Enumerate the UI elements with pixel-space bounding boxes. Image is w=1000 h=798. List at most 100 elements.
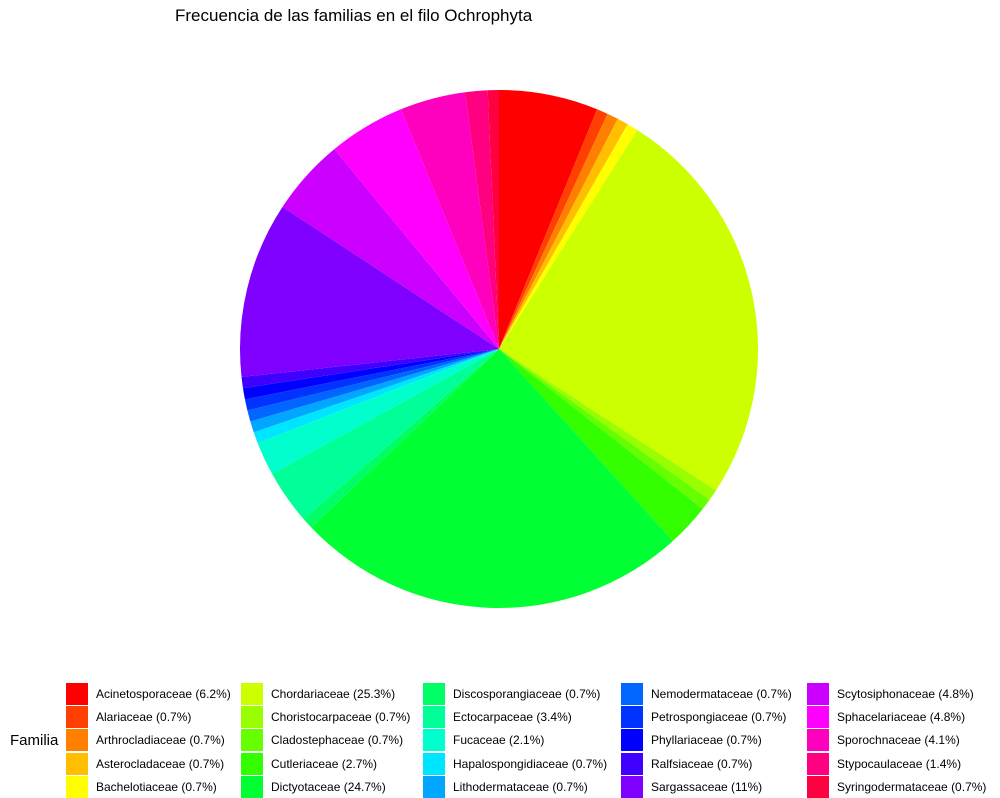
legend-item: Discosporangiaceae (0.7%): [423, 683, 600, 705]
legend-item: Cutleriaceae (2.7%): [241, 752, 378, 775]
legend-key: [807, 775, 829, 798]
legend-label: Chordariaceae (25.3%): [271, 687, 396, 701]
pie-slice-1: [499, 90, 598, 349]
legend-key: [66, 729, 88, 752]
legend-label: Petrospongiaceae (0.7%): [651, 710, 787, 725]
legend-label: Ectocarpaceae (3.4%): [453, 710, 572, 725]
legend-label: Fucaceae (2.1%): [453, 733, 545, 748]
legend-item: Alariaceae (0.7%): [66, 706, 192, 729]
pie-slice-9: [499, 349, 703, 541]
legend-key: [621, 706, 643, 729]
pie-slice-10: [311, 349, 673, 608]
legend-key: [621, 729, 643, 752]
legend-item: Cladostephaceae (0.7%): [241, 729, 404, 752]
legend-label: Asterocladaceae (0.7%): [96, 756, 225, 771]
pie-slice-20: [240, 206, 499, 377]
pie-slice-4: [499, 118, 628, 349]
legend-item: Bachelotiaceae (0.7%): [66, 775, 217, 798]
pie-slice-3: [499, 113, 618, 349]
legend-item: Lithodermataceae (0.7%): [423, 775, 588, 798]
legend-key: [423, 683, 445, 705]
pie-slice-13: [257, 349, 499, 474]
legend-label: Scytosiphonaceae (4.8%): [837, 687, 974, 701]
pie-chart: [240, 90, 758, 608]
legend-key: [66, 706, 88, 729]
pie-slice-7: [499, 349, 716, 500]
legend-key: [621, 683, 643, 705]
legend-label: Lithodermataceae (0.7%): [453, 779, 588, 794]
legend-label: Nemodermataceae (0.7%): [651, 687, 792, 701]
pie-slice-15: [250, 349, 499, 433]
legend-key: [241, 775, 263, 798]
legend-item: Acinetosporaceae (6.2%): [66, 683, 231, 705]
legend-item: Sargassaceae (11%): [621, 775, 763, 798]
legend-label: Sargassaceae (11%): [651, 779, 763, 794]
legend-item: Dictyotaceae (24.7%): [241, 775, 386, 798]
legend-item: Choristocarpaceae (0.7%): [241, 706, 411, 729]
legend-label: Sphacelariaceae (4.8%): [837, 710, 966, 725]
legend-label: Acinetosporaceae (6.2%): [96, 687, 231, 701]
pie-slice-16: [247, 349, 499, 422]
legend-item: Asterocladaceae (0.7%): [66, 752, 225, 775]
legend-key: [241, 729, 263, 752]
pie-slice-8: [499, 349, 710, 509]
pie-slice-2: [499, 109, 608, 349]
legend-item: Ralfsiaceae (0.7%): [621, 752, 753, 775]
legend-item: Hapalospongidiaceae (0.7%): [423, 752, 608, 775]
pie-slice-5: [499, 124, 638, 350]
legend-item: Ectocarpaceae (3.4%): [423, 706, 572, 729]
legend-label: Choristocarpaceae (0.7%): [271, 710, 411, 725]
legend-key: [241, 752, 263, 775]
legend-item: Nemodermataceae (0.7%): [621, 683, 792, 705]
legend-label: Ralfsiaceae (0.7%): [651, 756, 753, 771]
legend-item: Stypocaulaceae (1.4%): [807, 752, 962, 775]
pie-slice-11: [303, 349, 499, 528]
pie-slice-19: [241, 349, 499, 389]
legend-label: Cutleriaceae (2.7%): [271, 756, 378, 771]
legend-key: [241, 683, 263, 705]
legend-item: Phyllariaceae (0.7%): [621, 729, 762, 752]
legend-key: [621, 775, 643, 798]
legend-key: [807, 706, 829, 729]
legend-item: Arthrocladiaceae (0.7%): [66, 729, 225, 752]
legend-key: [621, 752, 643, 775]
legend-label: Phyllariaceae (0.7%): [651, 733, 762, 748]
legend-title: Familia: [10, 732, 59, 749]
legend-item: Chordariaceae (25.3%): [241, 683, 395, 705]
legend-label: Sporochnaceae (4.1%): [837, 733, 960, 748]
legend-key: [807, 683, 829, 705]
legend-item: Sphacelariaceae (4.8%): [807, 706, 966, 729]
pie-slice-6: [499, 130, 758, 491]
legend-label: Dictyotaceae (24.7%): [271, 779, 386, 794]
legend-label: Bachelotiaceae (0.7%): [96, 779, 217, 794]
legend-key: [241, 706, 263, 729]
pie-slice-22: [334, 109, 499, 349]
legend-item: Fucaceae (2.1%): [423, 729, 545, 752]
legend-key: [807, 752, 829, 775]
legend-label: Alariaceae (0.7%): [96, 710, 192, 725]
pie-slice-24: [465, 90, 499, 350]
legend-label: Arthrocladiaceae (0.7%): [96, 733, 225, 748]
chart-title: Frecuencia de las familias en el filo Oc…: [175, 6, 533, 25]
pie-slice-12: [272, 349, 499, 519]
pie-slice-25: [487, 90, 499, 349]
legend-item: Sporochnaceae (4.1%): [807, 729, 960, 752]
legend-key: [423, 752, 445, 775]
legend-key: [423, 706, 445, 729]
pie-slice-21: [282, 149, 499, 349]
legend-key: [66, 752, 88, 775]
legend-key: [66, 775, 88, 798]
legend-item: Scytosiphonaceae (4.8%): [807, 683, 974, 705]
legend-label: Syringodermataceae (0.7%): [837, 779, 987, 794]
pie-slice-17: [244, 349, 499, 411]
legend-label: Hapalospongidiaceae (0.7%): [453, 756, 608, 771]
legend-key: [423, 775, 445, 798]
legend-label: Cladostephaceae (0.7%): [271, 733, 404, 748]
legend-key: [423, 729, 445, 752]
legend-key: [66, 683, 88, 705]
legend-label: Discosporangiaceae (0.7%): [453, 687, 601, 701]
legend-label: Stypocaulaceae (1.4%): [837, 756, 962, 771]
pie-slice-23: [400, 92, 499, 350]
legend-key: [807, 729, 829, 752]
legend-item: Petrospongiaceae (0.7%): [621, 706, 787, 729]
